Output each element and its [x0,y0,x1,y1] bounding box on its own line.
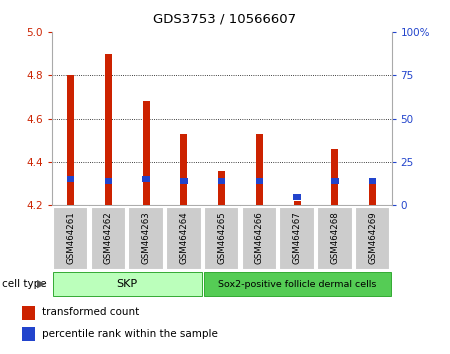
Text: GSM464269: GSM464269 [368,212,377,264]
Bar [67,75,74,205]
FancyBboxPatch shape [204,207,239,269]
Bar [256,134,263,205]
FancyBboxPatch shape [90,207,126,269]
Bar [22,327,36,341]
Text: GSM464265: GSM464265 [217,212,226,264]
Text: GSM464262: GSM464262 [104,212,113,264]
FancyBboxPatch shape [166,207,202,269]
Bar [22,306,36,320]
Bar [218,178,225,184]
FancyBboxPatch shape [203,272,391,296]
Bar [180,134,187,205]
Text: GSM464266: GSM464266 [255,212,264,264]
Text: GSM464264: GSM464264 [180,212,189,264]
Text: SKP: SKP [117,279,138,289]
Bar [256,178,263,184]
FancyBboxPatch shape [317,207,353,269]
Bar [369,179,376,205]
Bar [293,194,301,200]
Text: percentile rank within the sample: percentile rank within the sample [42,330,218,339]
Text: GSM464268: GSM464268 [330,212,339,264]
Bar [294,201,301,205]
Text: GSM464261: GSM464261 [66,212,75,264]
FancyBboxPatch shape [279,207,315,269]
Text: GDS3753 / 10566607: GDS3753 / 10566607 [153,12,297,25]
Bar [142,176,150,182]
Bar [331,178,339,184]
Bar [143,101,149,205]
Text: Sox2-positive follicle dermal cells: Sox2-positive follicle dermal cells [218,280,376,289]
Bar [105,53,112,205]
Bar [67,176,74,182]
FancyBboxPatch shape [53,207,88,269]
Text: ▶: ▶ [37,279,46,289]
Bar [104,178,112,184]
Text: cell type: cell type [2,279,47,289]
Bar [369,178,376,184]
Bar [180,178,188,184]
Bar [218,171,225,205]
Text: transformed count: transformed count [42,307,139,318]
Text: GSM464263: GSM464263 [142,212,151,264]
FancyBboxPatch shape [242,207,277,269]
FancyBboxPatch shape [53,272,202,296]
Bar [332,149,338,205]
FancyBboxPatch shape [355,207,390,269]
FancyBboxPatch shape [128,207,164,269]
Text: GSM464267: GSM464267 [292,212,302,264]
